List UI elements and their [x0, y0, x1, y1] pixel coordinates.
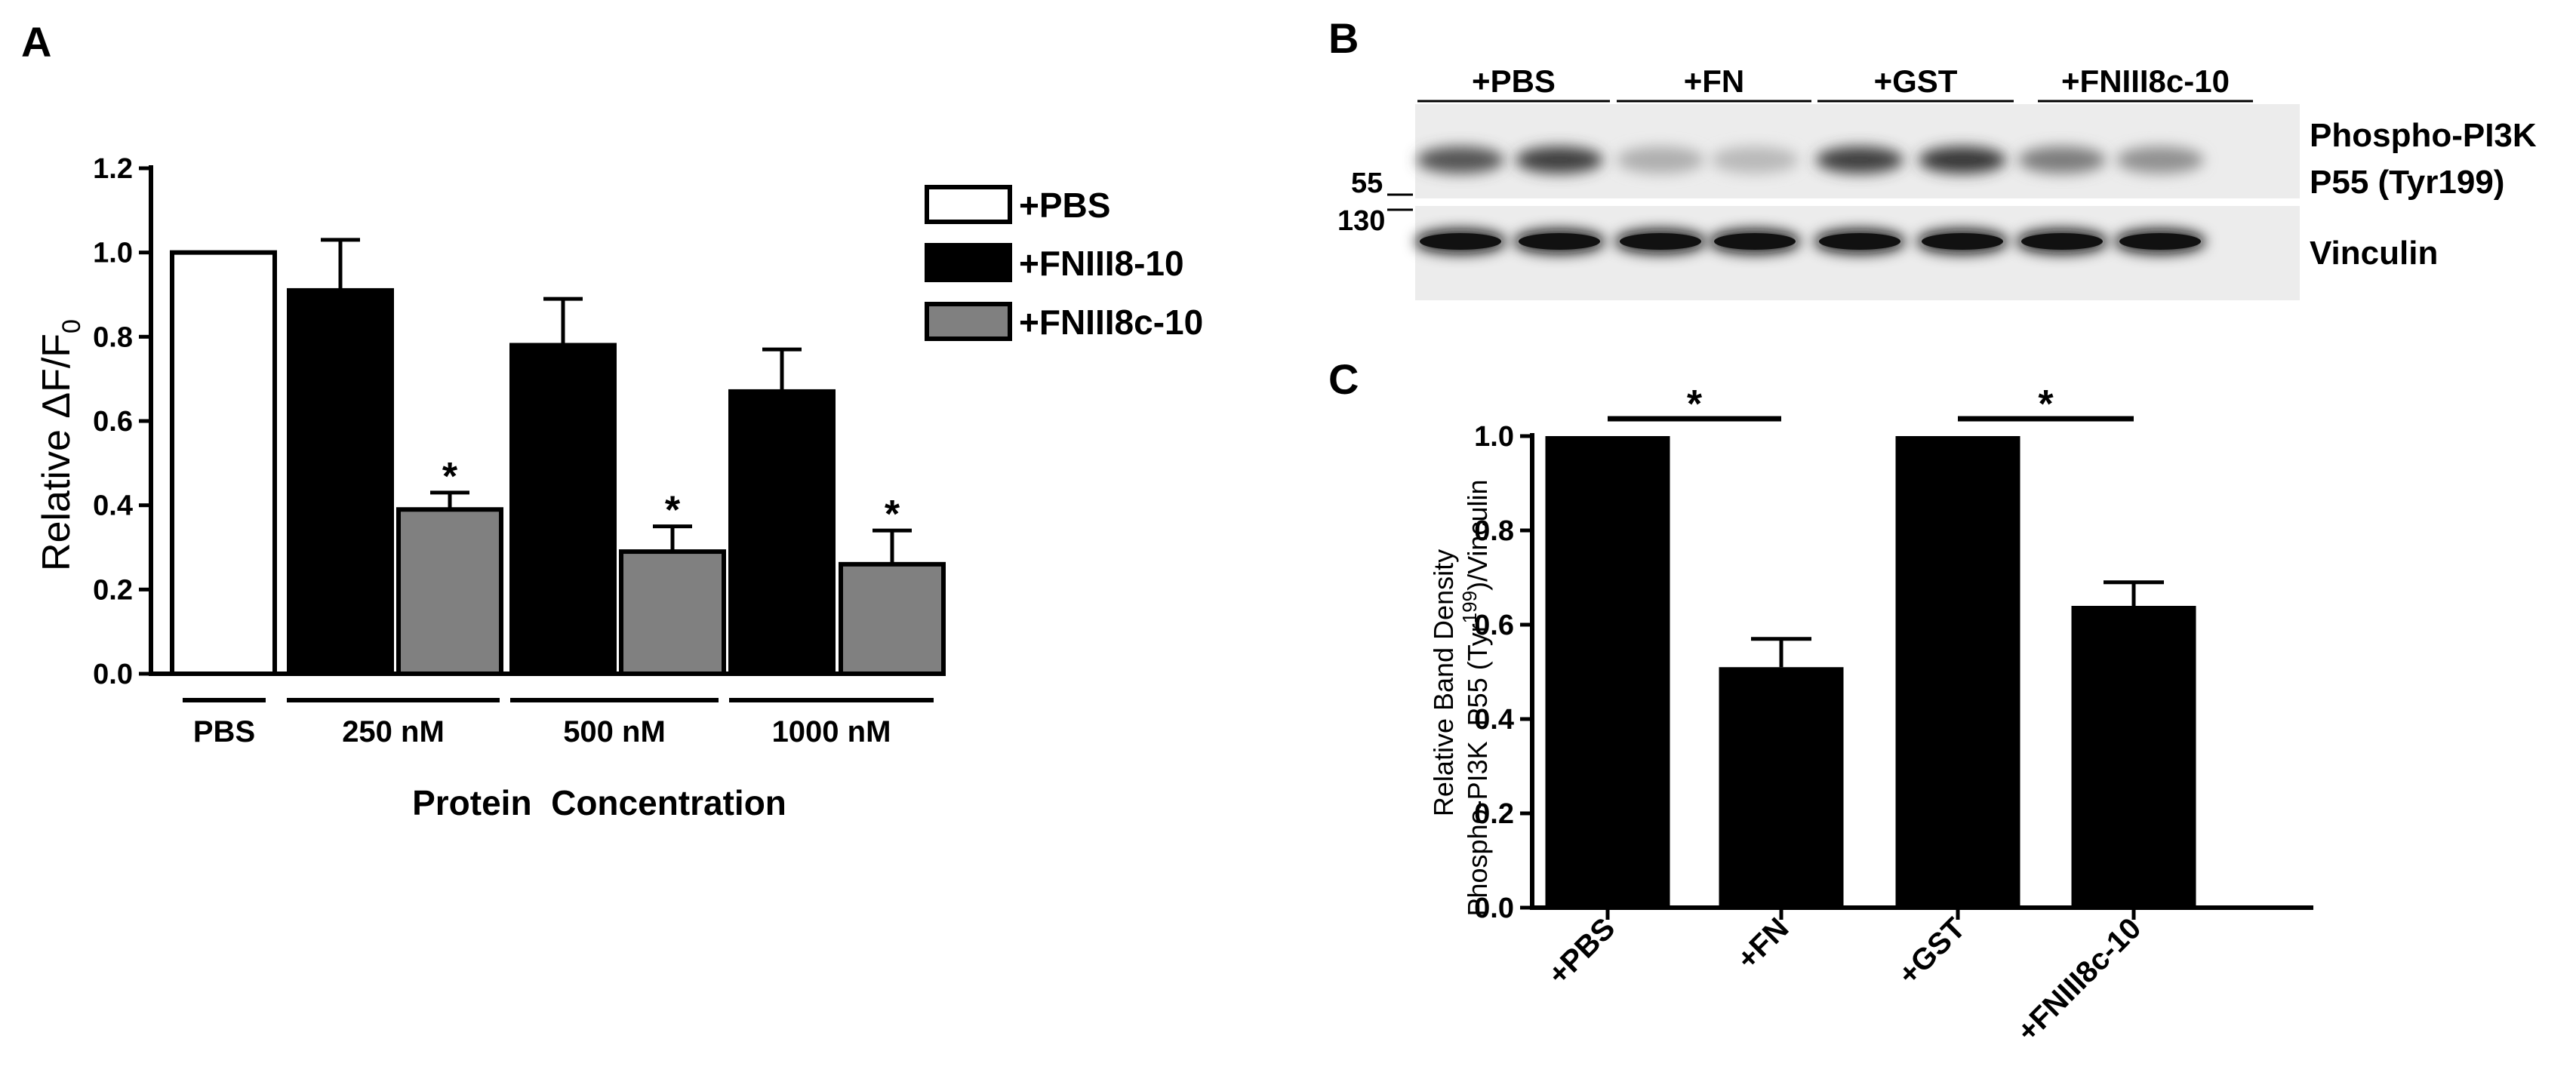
panel-c-y-tick-label: 0.0	[1474, 893, 1514, 924]
legend-label: +PBS	[1019, 186, 1110, 225]
bar	[728, 389, 836, 677]
vinculin-band-core	[1519, 233, 1600, 250]
mw-marker-55: 55	[1351, 167, 1383, 199]
significance-star: *	[2038, 383, 2054, 426]
panel-c-y-tick-label: 0.8	[1474, 515, 1514, 547]
panel-c-x-categories: +PBS +FN +GST +FNIII8c-10	[1542, 908, 2147, 1049]
bar	[619, 549, 726, 676]
phospho-pi3k-label: Phospho-PI3K	[2310, 117, 2537, 154]
vinculin-band-core	[1819, 233, 1900, 250]
vinculin-band-core	[2021, 233, 2103, 250]
panel-c-x-category-label: +PBS	[1542, 911, 1622, 991]
legend-swatch	[925, 302, 1012, 341]
bar	[1545, 436, 1670, 908]
panel-b-letter: B	[1328, 14, 1359, 62]
significance-star: *	[1687, 383, 1703, 426]
panel-c-y-axis-label-superscript: 199	[1458, 591, 1481, 623]
panel-c-y-tick-label: 0.2	[1474, 798, 1514, 830]
significance-star: *	[665, 489, 681, 533]
bar	[170, 250, 277, 676]
panel-c-y-axis-label-line2-end: )/Vinculin	[1462, 479, 1493, 590]
significance-star: *	[885, 493, 900, 536]
blot-condition-label: +PBS	[1472, 63, 1556, 99]
bar	[839, 561, 946, 676]
panel-c-y-axis-label-line1: Relative Band Density	[1428, 549, 1459, 816]
panel-c-letter: C	[1328, 355, 1359, 403]
bar	[1719, 667, 1844, 908]
panel-a-legend: +PBS +FNIII8-10 +FNIII8c-10	[925, 185, 1203, 342]
blot-condition-label: +GST	[1874, 63, 1958, 99]
significance-star: *	[442, 455, 458, 499]
panel-a-group-labels: PBS 250 nM 500 nM 1000 nM	[183, 698, 934, 748]
panel-a-axes: 0.0 0.2 0.4 0.6 0.8 1.0 1.2	[93, 153, 934, 690]
panel-a-y-tick-label: 0.0	[93, 659, 133, 690]
panel-c-x-category-label: +FN	[1731, 911, 1795, 976]
panel-a-y-tick-label: 1.0	[93, 238, 133, 269]
vinculin-band-core	[1922, 233, 2003, 250]
panel-a-letter: A	[21, 18, 51, 66]
phospho-band	[1617, 146, 1704, 174]
mw-marker-130: 130	[1337, 205, 1385, 237]
bar	[396, 507, 503, 676]
vinculin-band-core	[1620, 233, 1701, 250]
group-label: 500 nM	[563, 715, 666, 748]
legend-swatch	[925, 185, 1012, 224]
vinculin-band-core	[1714, 233, 1796, 250]
phospho-band	[1816, 146, 1904, 174]
phospho-band	[1919, 146, 2006, 174]
p55-tyr199-label: P55 (Tyr199)	[2310, 164, 2504, 201]
panel-c-bars	[1545, 436, 2196, 908]
panel-a-y-axis-label-text: Relative ΔF/F	[35, 333, 78, 571]
bar	[287, 287, 394, 676]
blot-condition-labels: +PBS +FN +GST +FNIII8c-10	[1417, 63, 2253, 103]
panel-a-y-axis-label: Relative ΔF/F0	[35, 319, 86, 571]
panel-c-y-tick-label: 0.4	[1474, 704, 1514, 736]
bar	[509, 343, 617, 676]
panel-a-bars: * * *	[170, 238, 946, 677]
panel-c-y-axis-label-line2-text: Phospho-PI3K P55 (Tyr	[1462, 623, 1493, 916]
panel-c-y-tick-label: 0.6	[1474, 610, 1514, 641]
vinculin-band-core	[2119, 233, 2201, 250]
panel-c: C Relative Band Density Phospho-PI3K P55…	[1328, 355, 2313, 1049]
group-label: 250 nM	[342, 715, 445, 748]
group-label: PBS	[193, 715, 255, 748]
blot-condition-label: +FN	[1684, 63, 1745, 99]
panel-a-y-tick-label: 0.6	[93, 406, 133, 438]
panel-a-y-tick-label: 0.2	[93, 574, 133, 606]
group-label: 1000 nM	[772, 715, 891, 748]
phospho-band	[1516, 146, 1603, 174]
phospho-band	[2018, 146, 2106, 174]
phospho-band	[2116, 146, 2204, 174]
panel-c-x-category-label: +GST	[1892, 911, 1972, 991]
phospho-band	[1711, 146, 1799, 174]
panel-c-y-axis-label-line2: Phospho-PI3K P55 (Tyr199)/Vinculin	[1458, 479, 1493, 916]
panel-a-y-tick-label: 0.8	[93, 321, 133, 353]
legend-swatch	[925, 243, 1012, 282]
blot-bands	[1415, 146, 2205, 254]
panel-c-significance: * *	[1608, 383, 2134, 426]
phospho-band	[1417, 146, 1504, 174]
panel-a: A Relative ΔF/F0 0.0 0.2 0.4 0.6 0.8 1.0 1.2 *…	[21, 18, 1203, 822]
panel-b: B +PBS +FN +GST +FNIII8c-10 55 130 Phospho-…	[1328, 14, 2537, 300]
panel-a-y-axis-label-subscript: 0	[57, 319, 86, 333]
panel-c-y-tick-label: 1.0	[1474, 421, 1514, 453]
bar	[1895, 436, 2020, 908]
legend-label: +FNIII8c-10	[1019, 303, 1203, 342]
bar	[2071, 606, 2196, 908]
vinculin-band-core	[1420, 233, 1501, 250]
panel-a-x-axis-title: Protein Concentration	[412, 783, 786, 822]
vinculin-label: Vinculin	[2310, 235, 2438, 272]
panel-c-x-category-label: +FNIII8c-10	[2011, 911, 2147, 1048]
blot-condition-label: +FNIII8c-10	[2061, 63, 2230, 99]
panel-a-y-tick-label: 1.2	[93, 153, 133, 185]
panel-a-y-tick-label: 0.4	[93, 490, 133, 522]
legend-label: +FNIII8-10	[1019, 244, 1184, 283]
